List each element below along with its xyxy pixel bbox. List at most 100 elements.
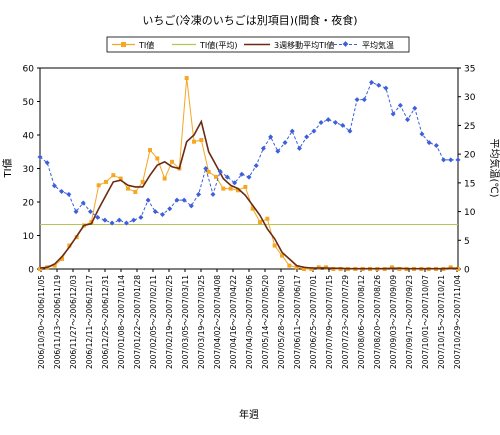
- ti-point: [250, 206, 255, 211]
- x-axis-title: 年週: [239, 408, 259, 421]
- x-tick-label: 2007/07/09～2007/07/15: [325, 275, 334, 369]
- temperature-point: [37, 154, 43, 160]
- temperature-point: [332, 120, 338, 126]
- ti-point: [206, 169, 211, 174]
- ti-point: [155, 156, 160, 161]
- temperature-point: [369, 79, 375, 85]
- legend-label-ti-average: TI値(平均): [199, 40, 238, 50]
- legend-label-moving-average: 3週移動平均TI値: [274, 40, 334, 50]
- temperature-point: [347, 128, 353, 134]
- temperature-point: [232, 180, 238, 186]
- ti-point: [302, 267, 306, 271]
- temperature-point: [217, 168, 223, 174]
- temperature-point: [426, 140, 432, 146]
- temperature-point: [131, 217, 137, 223]
- temperature-point: [260, 145, 266, 151]
- temperature-point: [282, 140, 288, 146]
- x-tick-label: 2007/08/06～2007/08/12: [357, 275, 366, 369]
- ti-point: [221, 186, 226, 191]
- legend-marker-ti: [121, 42, 126, 47]
- x-tick-label: 2007/07/23～2007/07/29: [341, 275, 350, 369]
- temperature-point: [311, 128, 317, 134]
- legend-entry-ti: TI値: [112, 40, 154, 50]
- temperature-point: [224, 174, 230, 180]
- temperature-point: [116, 217, 122, 223]
- ti-point: [162, 176, 167, 181]
- temperature-point: [448, 157, 454, 163]
- x-tick-label: 2007/06/11～2007/06/17: [293, 275, 302, 369]
- ti-point: [192, 139, 196, 144]
- y-tick-label-right: 20: [464, 151, 476, 161]
- series-ti-line: [39, 78, 459, 270]
- x-tick-label: 2007/05/28～2007/06/03: [277, 275, 286, 369]
- y-tick-label-left: 30: [23, 165, 35, 175]
- temperature-point: [174, 197, 180, 203]
- y-tick-label-right: 30: [464, 93, 476, 103]
- temperature-point: [441, 157, 447, 163]
- x-tick-label: 2007/09/03～2007/09/09: [389, 275, 398, 369]
- x-tick-label: 2007/01/22～2007/01/28: [133, 275, 142, 369]
- ti-point: [67, 243, 72, 248]
- temperature-point: [412, 105, 418, 111]
- ti-point: [38, 267, 42, 271]
- series-layer: [37, 76, 461, 271]
- temperature-point: [145, 197, 151, 203]
- y-axis-right-title: 平均気温(℃): [488, 138, 500, 197]
- ti-point: [133, 189, 138, 194]
- ti-point: [390, 265, 394, 270]
- temperature-point: [405, 117, 411, 123]
- temperature-point: [268, 134, 274, 140]
- x-axis: 2006/10/30～2006/11/05 2006/11/13～2006/11/…: [37, 269, 462, 369]
- temperature-point: [419, 131, 425, 137]
- ti-point: [272, 243, 277, 248]
- ti-point: [243, 184, 248, 189]
- ti-point: [448, 265, 453, 270]
- x-tick-label: 2006/12/25～2006/12/31: [101, 275, 110, 369]
- y-tick-label-right: 25: [464, 122, 475, 132]
- x-tick-label: 2007/04/02～2007/04/08: [213, 275, 222, 369]
- y-tick-label-left: 40: [23, 132, 35, 142]
- temperature-point: [102, 217, 108, 223]
- temperature-point: [181, 197, 187, 203]
- ti-point: [148, 148, 152, 153]
- ti-point: [184, 76, 189, 81]
- y-axis-left: 0 10 20 30 40 50 60: [23, 65, 40, 276]
- ti-point: [170, 159, 174, 164]
- series-moving-average-line: [39, 119, 458, 270]
- ti-point: [258, 220, 262, 225]
- x-tick-label: 2007/08/20～2007/08/26: [373, 275, 382, 369]
- ti-point: [111, 173, 116, 178]
- x-tick-label: 2006/11/27～2006/12/03: [69, 275, 78, 369]
- x-tick-label: 2006/12/11～2006/12/17: [85, 275, 94, 369]
- temperature-point: [51, 183, 57, 189]
- temperature-point: [66, 191, 72, 197]
- plot-area: [39, 67, 459, 270]
- x-tick-label: 2007/09/17～2007/09/23: [405, 275, 414, 369]
- temperature-point: [253, 163, 259, 169]
- ti-point: [280, 253, 284, 258]
- temperature-point: [138, 214, 144, 220]
- x-tick-label: 2007/04/16～2007/04/22: [229, 275, 238, 369]
- temperature-point: [383, 85, 389, 91]
- ti-point: [126, 186, 130, 191]
- temperature-point: [246, 174, 252, 180]
- x-tick-label: 2006/11/13～2006/11/19: [53, 275, 62, 369]
- y-tick-label-right: 0: [464, 266, 470, 276]
- x-tick-label: 2007/10/29～2007/11/04: [453, 275, 462, 369]
- temperature-point: [390, 111, 396, 117]
- temperature-point: [376, 82, 382, 88]
- ti-point: [96, 183, 101, 188]
- temperature-point: [152, 209, 158, 215]
- temperature-point: [318, 120, 324, 126]
- x-tick-label: 2007/02/05～2007/02/11: [149, 275, 158, 369]
- ti-point: [118, 176, 123, 181]
- temperature-point: [87, 209, 93, 215]
- temperature-point: [354, 97, 360, 103]
- x-tick-label: 2007/05/14～2007/05/20: [261, 275, 270, 369]
- y-tick-label-left: 60: [23, 65, 35, 75]
- y-axis-left-title: TI値: [1, 158, 14, 178]
- temperature-point: [275, 148, 281, 154]
- temperature-point: [44, 160, 50, 166]
- temperature-point: [123, 220, 129, 226]
